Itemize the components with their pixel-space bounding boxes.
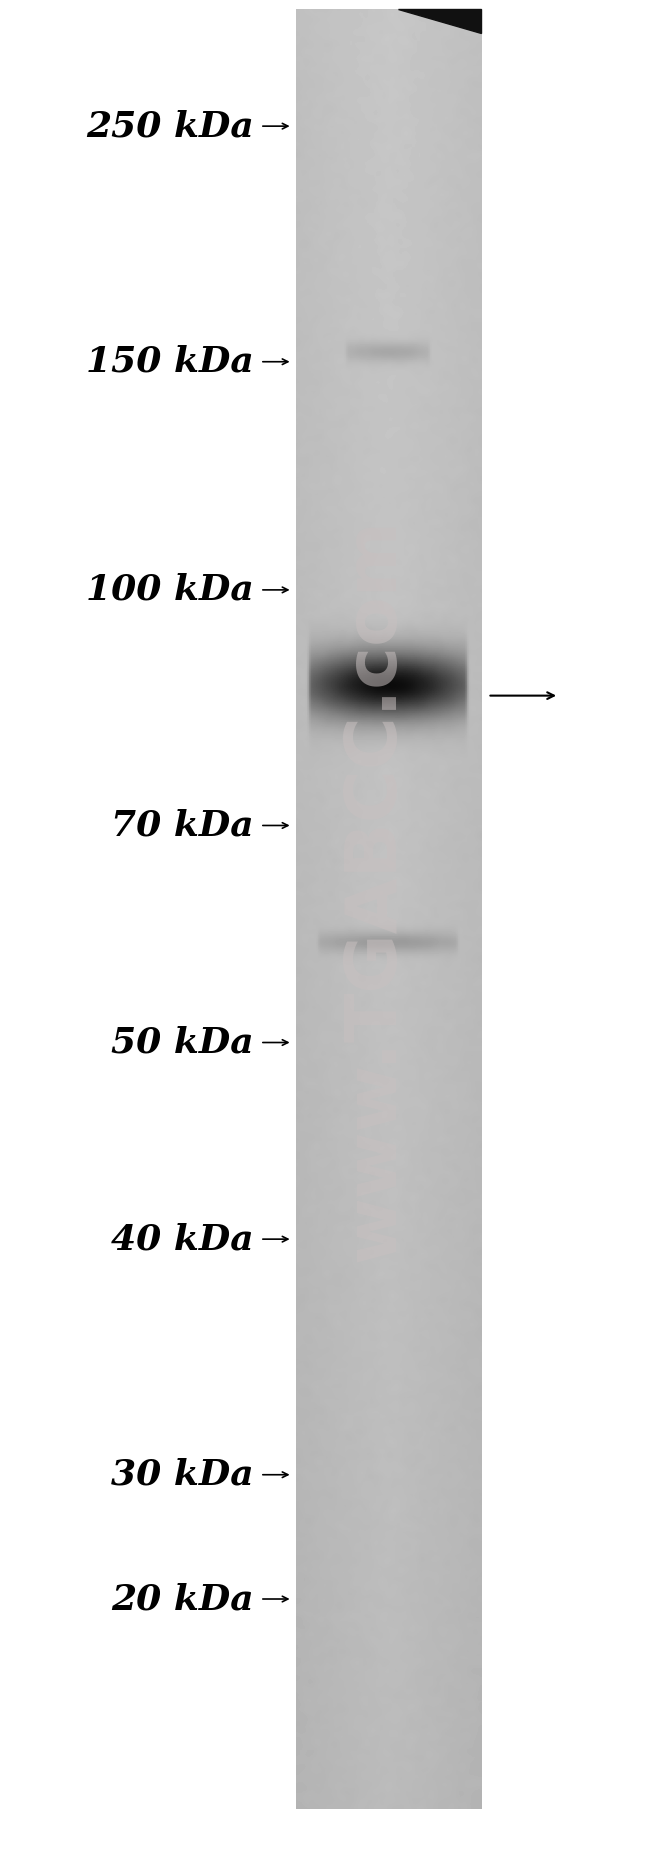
Text: 250 kDa: 250 kDa (86, 109, 254, 143)
Text: 150 kDa: 150 kDa (86, 345, 254, 378)
Polygon shape (398, 9, 481, 33)
Text: 20 kDa: 20 kDa (111, 1582, 254, 1616)
Text: 100 kDa: 100 kDa (86, 573, 254, 607)
Text: 70 kDa: 70 kDa (111, 809, 254, 842)
Text: 50 kDa: 50 kDa (111, 1026, 254, 1059)
Text: 30 kDa: 30 kDa (111, 1458, 254, 1491)
Text: www.TGABCC.com: www.TGABCC.com (341, 518, 410, 1263)
Text: 40 kDa: 40 kDa (111, 1222, 254, 1256)
